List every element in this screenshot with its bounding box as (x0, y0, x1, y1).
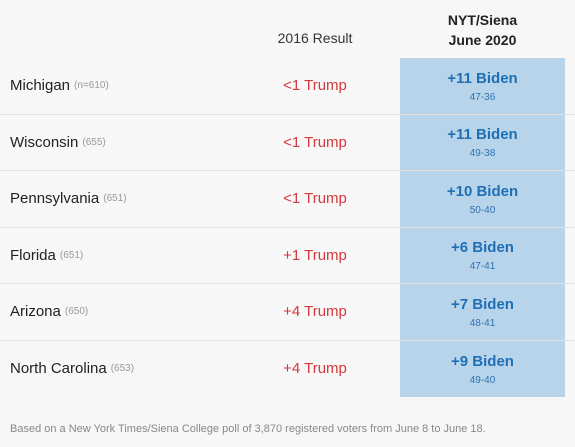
state-cell: Arizona (650) (10, 284, 88, 340)
poll-cell: +9 Biden 49-40 (400, 340, 565, 397)
poll-split: 49-40 (469, 374, 496, 386)
state-name: Michigan (10, 77, 71, 95)
sample-size: (655) (82, 136, 106, 148)
poll-split: 47-41 (469, 261, 496, 273)
state-name: Wisconsin (10, 133, 79, 151)
result-2016-cell: +4 Trump (283, 360, 347, 378)
poll-cell: +7 Biden 48-41 (400, 284, 565, 340)
state-name: North Carolina (10, 360, 107, 378)
poll-header-line2: June 2020 (448, 32, 517, 48)
sample-size: (650) (64, 306, 89, 318)
state-cell: Florida (651) (10, 228, 83, 284)
state-cell: Pennsylvania (651) (10, 171, 127, 227)
table-row: Wisconsin (655) <1 Trump +11 Biden 49-38 (0, 114, 575, 171)
poll-split: 49-38 (469, 148, 496, 160)
poll-cell: +6 Biden 47-41 (400, 227, 565, 283)
table-row: Florida (651) +1 Trump +6 Biden 47-41 (0, 227, 575, 284)
state-name: Arizona (10, 303, 61, 321)
footnote: Based on a New York Times/Siena College … (10, 423, 486, 435)
poll-split: 47-36 (469, 91, 496, 103)
result-2016-cell: <1 Trump (283, 190, 347, 208)
table-header: 2016 Result NYT/Siena June 2020 (0, 0, 575, 58)
table-row: Arizona (650) +4 Trump +7 Biden 48-41 (0, 284, 575, 341)
sample-size: (653) (110, 363, 135, 375)
state-cell: Wisconsin (655) (10, 115, 106, 171)
table-row: North Carolina (653) +4 Trump +9 Biden 4… (0, 340, 575, 398)
column-header-2016-result: 2016 Result (277, 30, 353, 46)
sample-size: (651) (59, 249, 84, 261)
state-cell: North Carolina (653) (10, 341, 134, 398)
poll-split: 48-41 (469, 317, 496, 329)
poll-margin: +9 Biden (451, 352, 514, 370)
poll-margin: +10 Biden (446, 182, 519, 200)
poll-margin: +11 Biden (447, 126, 518, 144)
sample-size: (651) (103, 193, 127, 205)
sample-size: (n=610) (74, 80, 109, 92)
poll-margin: +6 Biden (451, 239, 514, 257)
state-cell: Michigan (n=610) (10, 58, 109, 114)
table-row: Pennsylvania (651) <1 Trump +10 Biden 50… (0, 171, 575, 228)
state-name: Florida (10, 246, 56, 264)
column-header-poll: NYT/Siena June 2020 (400, 10, 565, 50)
poll-header-line1: NYT/Siena (447, 12, 518, 28)
poll-margin: +7 Biden (451, 295, 514, 313)
results-table: Michigan (n=610) <1 Trump +11 Biden 47-3… (0, 58, 575, 397)
poll-margin: +11 Biden (447, 69, 518, 87)
result-2016-cell: <1 Trump (283, 133, 347, 151)
poll-split: 50-40 (469, 204, 496, 216)
result-2016-cell: <1 Trump (283, 77, 347, 95)
result-2016-cell: +1 Trump (283, 246, 347, 264)
result-2016-cell: +4 Trump (283, 303, 347, 321)
poll-cell: +11 Biden 47-36 (400, 58, 565, 114)
poll-cell: +11 Biden 49-38 (400, 114, 565, 170)
state-name: Pennsylvania (10, 190, 100, 208)
poll-cell: +10 Biden 50-40 (400, 171, 565, 227)
table-row: Michigan (n=610) <1 Trump +11 Biden 47-3… (0, 58, 575, 115)
